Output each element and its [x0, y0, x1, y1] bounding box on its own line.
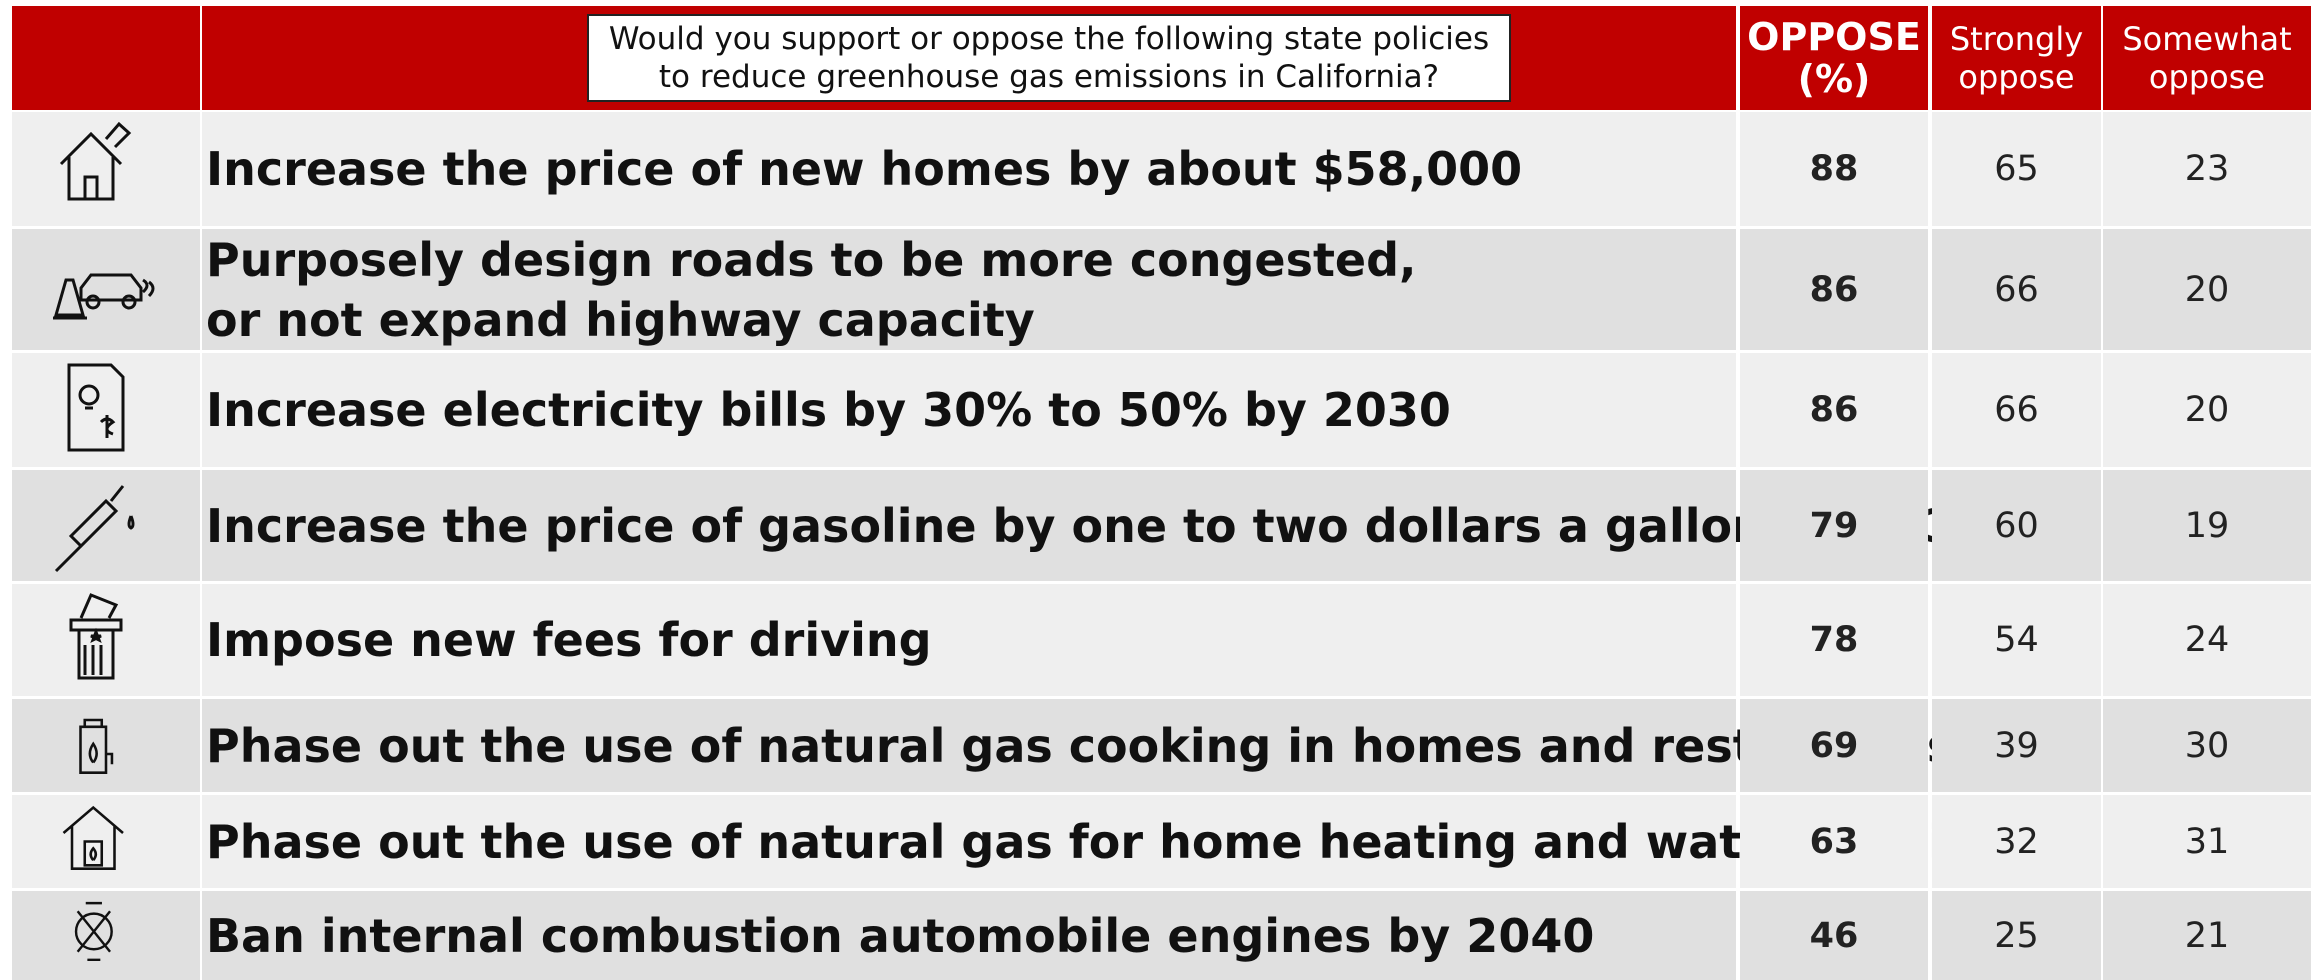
icon-cell — [12, 470, 200, 581]
value-cell: 65 — [1932, 112, 2101, 226]
icon-cell — [12, 891, 200, 980]
value-cell: 31 — [2103, 795, 2311, 888]
value-cell: 86 — [1740, 353, 1928, 467]
icon — [79, 718, 114, 774]
value-cell: 24 — [2103, 584, 2311, 696]
value-text: 24 — [2184, 620, 2230, 660]
icon-cell — [12, 584, 200, 696]
policy-cell: Impose new fees for driving — [202, 584, 1736, 696]
value-text: 66 — [1994, 390, 2039, 430]
value-cell: 66 — [1932, 229, 2101, 350]
value-text: 69 — [1809, 725, 1859, 766]
icon — [54, 484, 135, 572]
value-text: 86 — [1809, 269, 1859, 310]
icon — [74, 901, 113, 962]
value-text: 60 — [1994, 505, 2039, 546]
policy-text: Purposely design roads to be more conges… — [206, 232, 1417, 287]
policy-cell: Phase out the use of natural gas for hom… — [202, 795, 2010, 888]
value-cell: 20 — [2103, 353, 2311, 467]
value-cell: 25 — [1932, 891, 2101, 980]
value-text: 86 — [1809, 390, 1859, 430]
policy-text: Ban internal combustion automobile engin… — [206, 908, 1595, 963]
value-text: 21 — [2184, 915, 2230, 956]
value-cell: 69 — [1740, 699, 1928, 792]
policy-cell: Phase out the use of natural gas cooking… — [202, 699, 1954, 792]
question-line: to reduce greenhouse gas emissions in Ca… — [658, 59, 1440, 95]
policy-cell: Increase the price of gasoline by one to… — [202, 470, 1988, 581]
value-cell: 19 — [2103, 470, 2311, 581]
icon-cell — [12, 112, 200, 226]
value-text: 66 — [1994, 269, 2039, 310]
policy-text: Increase electricity bills by 30% to 50%… — [206, 383, 1451, 437]
value-text: 54 — [1994, 620, 2039, 660]
policy-text: Increase the price of new homes by about… — [206, 142, 1523, 196]
value-cell: 32 — [1932, 795, 2101, 888]
icon — [69, 593, 123, 680]
policy-text: Increase the price of gasoline by one to… — [206, 498, 1988, 553]
value-cell: 60 — [1932, 470, 2101, 581]
value-cell: 46 — [1740, 891, 1928, 980]
question-line: Would you support or oppose the followin… — [608, 21, 1490, 57]
value-text: 32 — [1994, 821, 2039, 862]
value-cell: 66 — [1932, 353, 2101, 467]
value-text: 78 — [1809, 620, 1859, 660]
value-cell: 88 — [1740, 112, 1928, 226]
question-box: Would you support or oppose the followin… — [586, 14, 1512, 102]
policy-cell: Increase electricity bills by 30% to 50%… — [202, 353, 1736, 467]
icon-cell — [12, 795, 200, 888]
policy-cell: Ban internal combustion automobile engin… — [202, 891, 1736, 980]
icon-cell — [12, 353, 200, 467]
policy-cell: Increase the price of new homes by about… — [202, 112, 1736, 226]
value-text: 79 — [1809, 505, 1859, 546]
column-header-text: (%) — [1797, 57, 1871, 101]
value-text: 46 — [1809, 915, 1859, 956]
policy-text: Impose new fees for driving — [206, 613, 932, 667]
policy-text: Phase out the use of natural gas cooking… — [206, 718, 1955, 773]
policy-text: Phase out the use of natural gas for hom… — [206, 814, 2010, 869]
column-header-text: Strongly — [1949, 20, 2084, 58]
value-cell: 78 — [1740, 584, 1928, 696]
column-header: OPPOSE (%) — [1740, 6, 1928, 110]
value-cell: 30 — [2103, 699, 2311, 792]
value-text: 25 — [1994, 915, 2039, 956]
value-text: 31 — [2184, 821, 2230, 862]
value-text: 65 — [1994, 149, 2039, 189]
value-cell: 86 — [1740, 229, 1928, 350]
icon — [62, 805, 124, 870]
value-text: 19 — [2184, 505, 2230, 546]
value-text: 20 — [2184, 269, 2230, 310]
value-text: 20 — [2184, 390, 2230, 430]
column-header-text: oppose — [1958, 58, 2075, 96]
value-cell: 23 — [2103, 112, 2311, 226]
value-text: 23 — [2184, 149, 2230, 189]
value-cell: 79 — [1740, 470, 1928, 581]
column-header-text: Somewhat — [2122, 20, 2292, 58]
value-cell: 54 — [1932, 584, 2101, 696]
icon-cell — [12, 229, 200, 350]
policy-text: or not expand highway capacity — [206, 292, 1035, 347]
column-header-text: OPPOSE — [1747, 15, 1921, 59]
value-text: 63 — [1809, 821, 1859, 862]
value-cell: 63 — [1740, 795, 1928, 888]
icon — [59, 121, 132, 201]
policy-cell: Purposely design roads to be more conges… — [202, 229, 1736, 350]
value-text: 88 — [1809, 149, 1859, 189]
icon — [53, 273, 155, 319]
icon-cell — [12, 699, 200, 792]
column-header: Somewhat oppose — [2103, 6, 2311, 110]
column-header: Strongly oppose — [1932, 6, 2101, 110]
header-cell — [12, 6, 200, 110]
value-cell: 20 — [2103, 229, 2311, 350]
value-cell: 39 — [1932, 699, 2101, 792]
value-text: 39 — [1994, 725, 2039, 766]
column-header-text: oppose — [2148, 58, 2266, 96]
value-text: 30 — [2184, 725, 2230, 766]
icon — [67, 363, 125, 452]
header-cell: Would you support or oppose the followin… — [202, 6, 1736, 110]
value-cell: 21 — [2103, 891, 2311, 980]
